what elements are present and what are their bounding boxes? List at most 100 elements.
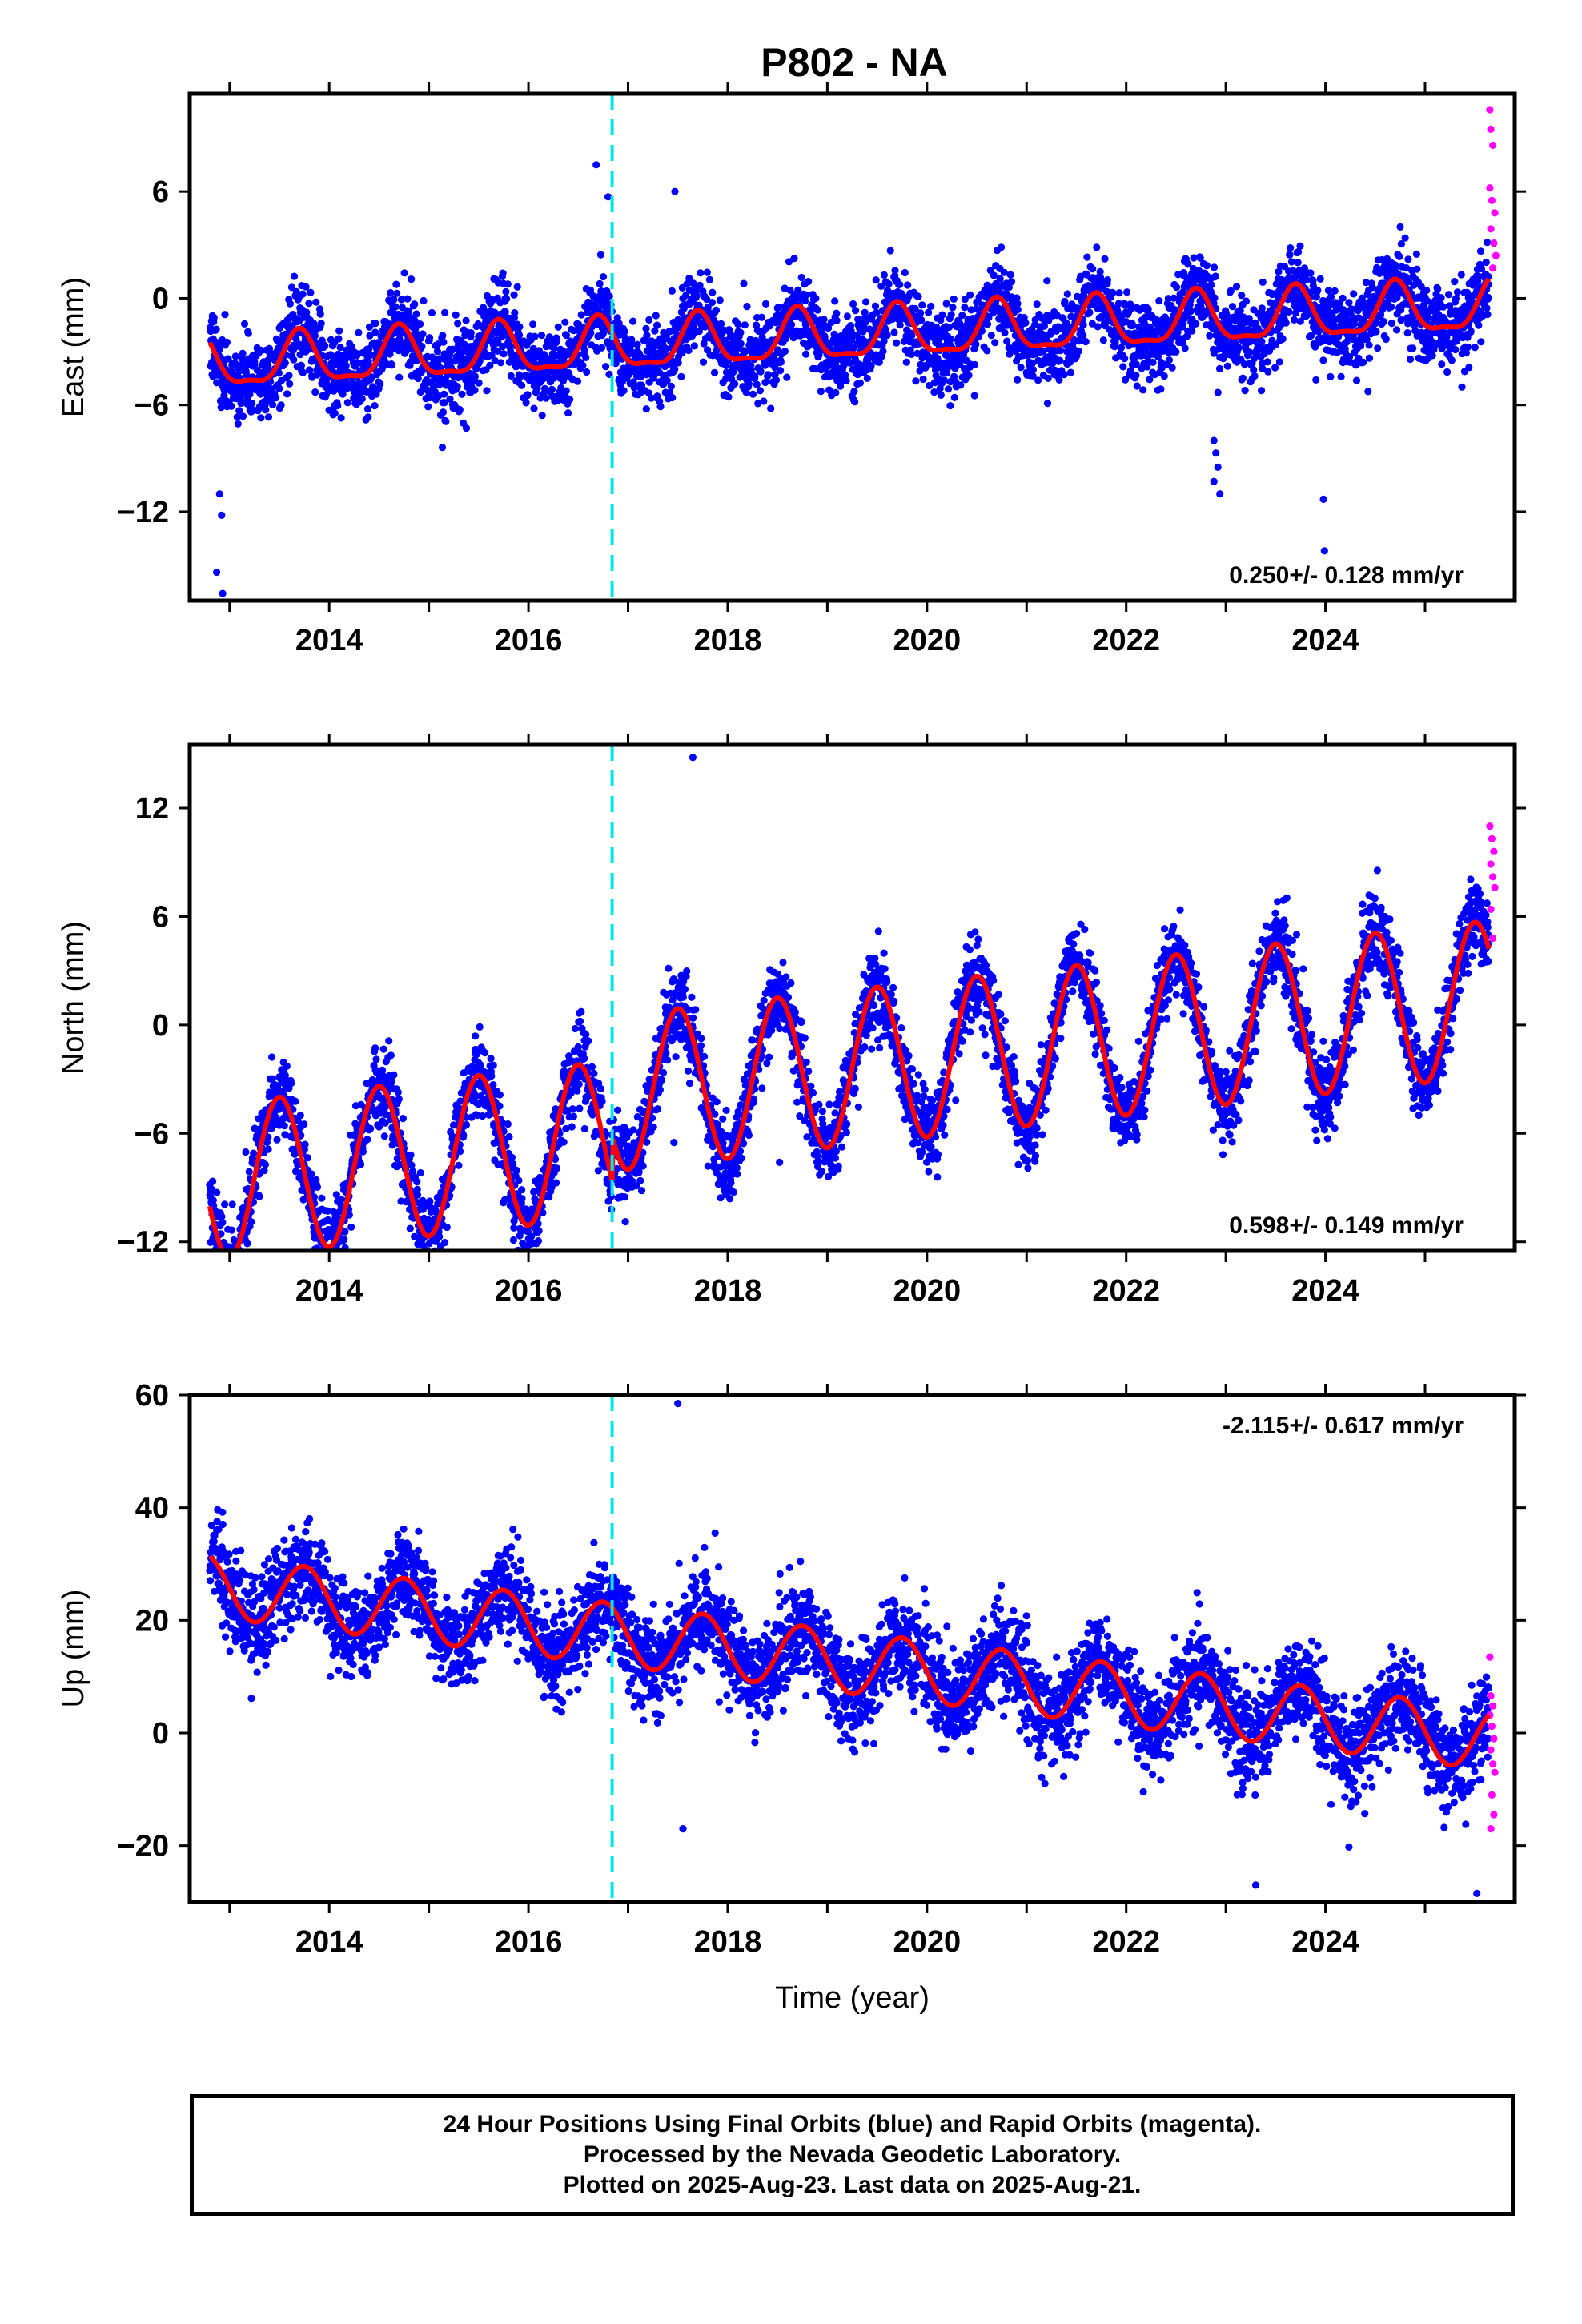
data-point: [1043, 400, 1052, 408]
data-point: [1379, 318, 1388, 326]
data-point: [376, 380, 384, 388]
data-point: [757, 313, 766, 321]
data-point: [737, 328, 745, 336]
data-point: [708, 299, 717, 307]
data-point: [1291, 309, 1300, 317]
data-point: [1158, 364, 1166, 372]
data-point: [418, 343, 426, 351]
data-point: [287, 1079, 295, 1088]
rapid-point: [1489, 141, 1497, 149]
data-point: [957, 381, 965, 389]
data-point: [712, 306, 721, 314]
data-point: [227, 1226, 236, 1234]
data-point: [1239, 374, 1247, 382]
data-point: [983, 320, 992, 328]
data-point: [1101, 255, 1109, 263]
data-point: [1397, 316, 1405, 324]
data-point: [223, 338, 231, 346]
data-point: [313, 1183, 322, 1191]
data-point: [825, 324, 833, 332]
data-point: [801, 297, 809, 305]
data-point: [871, 302, 880, 310]
data-point: [355, 328, 363, 336]
data-point: [1056, 347, 1065, 355]
data-point: [992, 279, 1000, 287]
data-point: [231, 1292, 238, 1299]
data-point: [215, 1269, 223, 1277]
data-point: [227, 1297, 235, 1304]
data-point: [771, 371, 779, 379]
data-point: [1382, 335, 1390, 344]
data-point: [364, 413, 372, 421]
data-point: [643, 332, 651, 340]
data-point: [257, 414, 265, 422]
data-point: [471, 386, 479, 394]
data-point: [1434, 285, 1442, 293]
data-point: [845, 359, 854, 367]
data-point: [1307, 332, 1315, 340]
data-point: [1002, 290, 1010, 298]
data-point: [1195, 267, 1203, 275]
x-tick-label: 2016: [495, 624, 563, 657]
data-point: [950, 295, 958, 303]
data-point: [310, 320, 318, 328]
data-point: [224, 355, 232, 363]
data-point: [264, 1145, 272, 1153]
data-point: [1393, 326, 1401, 334]
data-point: [1211, 294, 1219, 302]
data-point: [267, 1124, 275, 1132]
data-point: [516, 331, 524, 339]
data-point: [927, 302, 935, 310]
data-point: [281, 359, 289, 367]
data-point: [552, 334, 560, 342]
data-point: [235, 1264, 242, 1271]
data-point: [316, 310, 324, 318]
data-point: [761, 300, 770, 308]
data-point: [511, 309, 519, 317]
outlier-point: [218, 511, 226, 520]
data-point: [781, 348, 789, 356]
data-point: [740, 279, 748, 287]
data-point: [832, 388, 840, 396]
data-point: [1203, 262, 1211, 270]
outlier-point: [215, 490, 223, 498]
data-point: [1211, 272, 1219, 280]
data-point: [965, 372, 973, 380]
y-tick-label: 6: [152, 175, 169, 209]
data-point: [883, 331, 891, 340]
data-point: [390, 296, 398, 304]
data-point: [391, 303, 400, 311]
data-point: [446, 395, 454, 403]
data-point: [837, 382, 845, 390]
data-point: [1296, 317, 1304, 325]
data-point: [1296, 242, 1304, 250]
data-point: [260, 1167, 268, 1175]
figure-title: P802 - NA: [761, 40, 947, 85]
data-point: [223, 1273, 231, 1281]
data-point: [1290, 316, 1299, 324]
data-point: [215, 345, 223, 354]
data-point: [1006, 350, 1014, 358]
data-point: [1139, 386, 1147, 394]
data-point: [1109, 288, 1117, 297]
data-point: [296, 351, 304, 359]
data-point: [662, 344, 670, 352]
data-point: [1314, 286, 1322, 295]
data-point: [788, 320, 796, 328]
data-point: [261, 1160, 269, 1168]
data-point: [229, 1265, 236, 1273]
data-point: [1132, 372, 1140, 380]
data-point: [221, 1200, 229, 1208]
data-point: [716, 296, 724, 304]
data-point: [886, 247, 894, 255]
data-point: [1294, 259, 1302, 267]
data-point: [683, 280, 691, 288]
data-point: [641, 337, 649, 345]
data-point: [1324, 287, 1332, 295]
data-point: [856, 379, 864, 387]
data-point: [945, 323, 954, 332]
data-point: [248, 399, 256, 408]
data-point: [949, 304, 957, 312]
data-point: [850, 388, 858, 396]
data-point: [579, 361, 587, 369]
